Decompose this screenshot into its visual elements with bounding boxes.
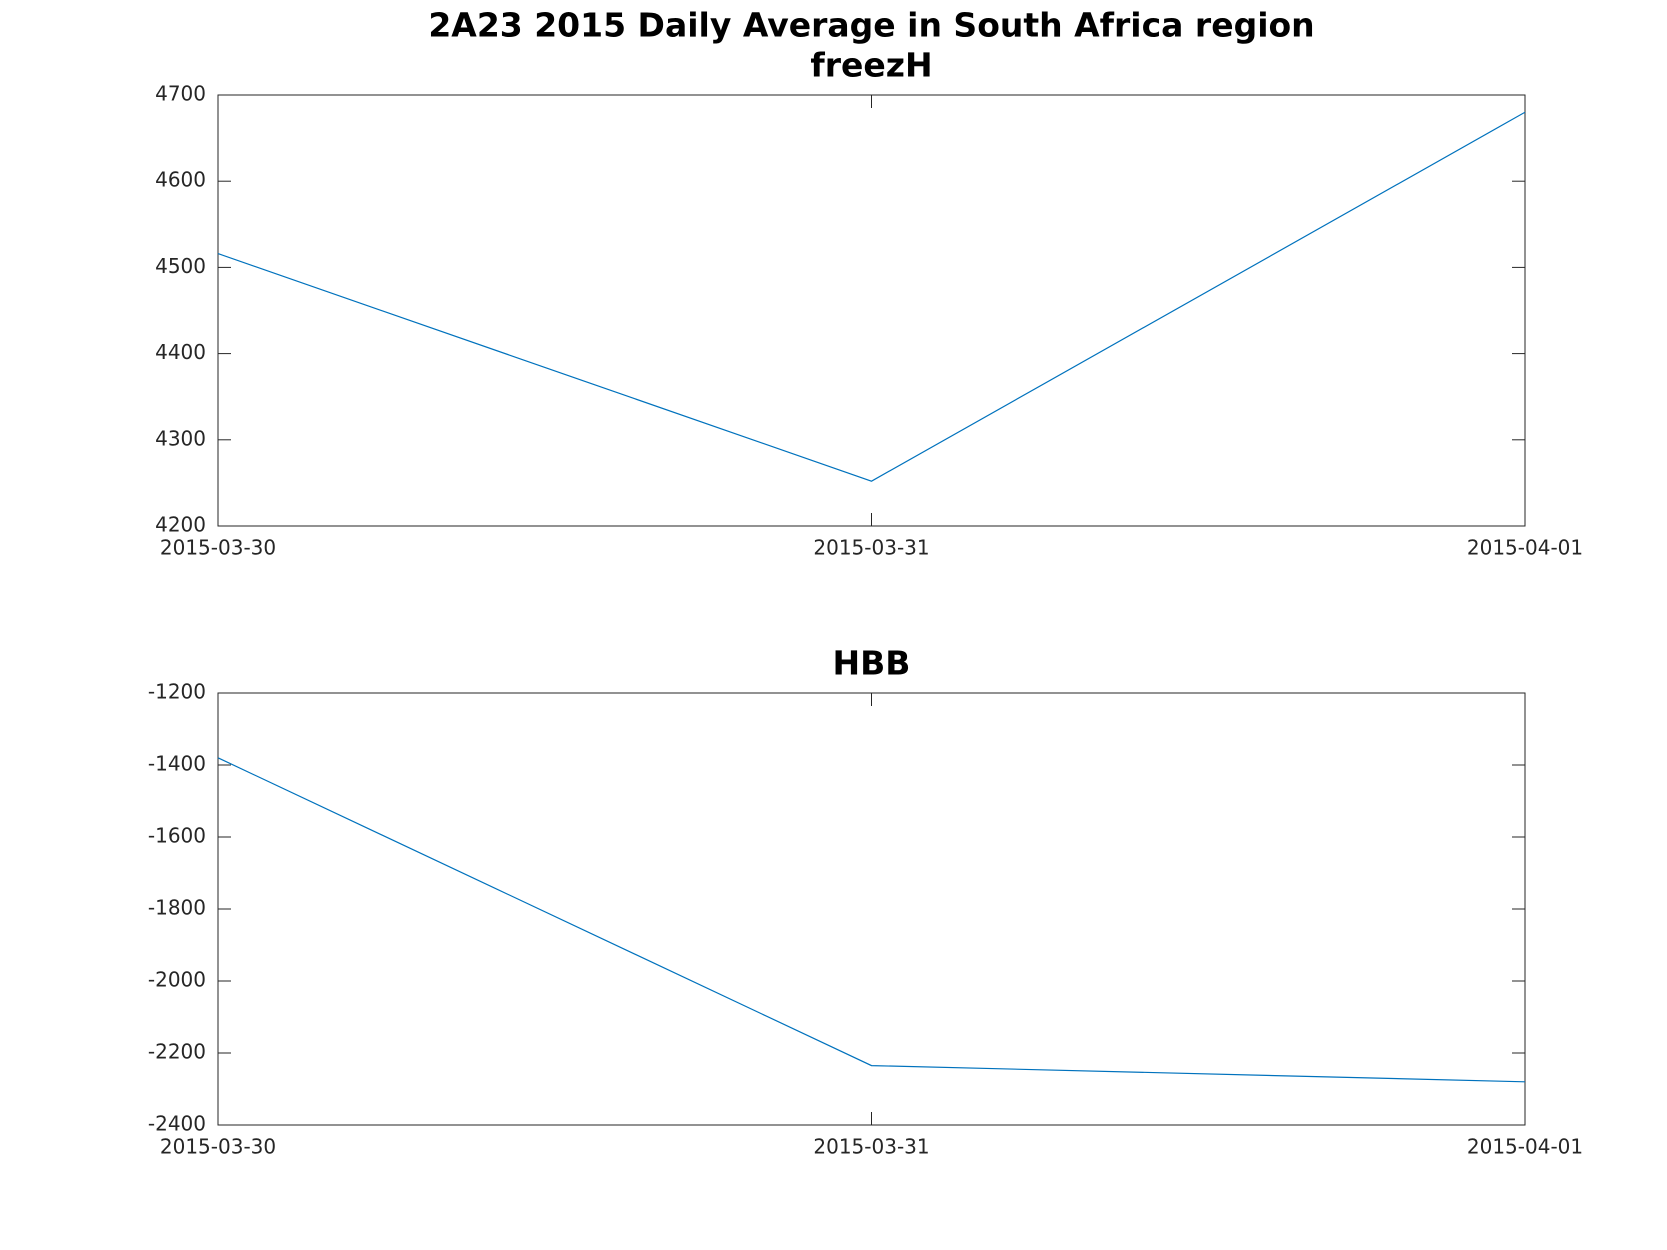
y-tick-label: -2000 [148, 968, 206, 992]
y-tick-label: -1600 [148, 824, 206, 848]
y-tick-label: -2400 [148, 1112, 206, 1136]
plot-frame [217, 94, 1526, 527]
x-tick-label: 2015-03-31 [813, 1135, 929, 1159]
data-line [217, 111, 1526, 482]
y-tick-label: 4300 [155, 426, 206, 450]
chart-title: 2A23 2015 Daily Average in South Africa … [428, 6, 1314, 45]
x-tick-label: 2015-04-01 [1467, 1135, 1583, 1159]
data-line [217, 757, 1526, 1083]
y-tick-label: -1400 [148, 752, 206, 776]
y-tick-label: 4400 [155, 340, 206, 364]
y-tick-label: 4700 [155, 82, 206, 106]
x-tick-label: 2015-03-30 [160, 536, 276, 560]
chart-subtitle: freezH [810, 46, 932, 85]
y-tick-label: 4600 [155, 168, 206, 192]
y-tick-label: -1800 [148, 896, 206, 920]
x-tick-label: 2015-04-01 [1467, 536, 1583, 560]
chart-title: HBB [833, 644, 911, 683]
y-tick-label: -1200 [148, 680, 206, 704]
y-tick-label: -2200 [148, 1040, 206, 1064]
plot-frame [217, 692, 1526, 1126]
y-tick-label: 4200 [155, 513, 206, 537]
x-tick-label: 2015-03-30 [160, 1135, 276, 1159]
y-tick-label: 4500 [155, 254, 206, 278]
x-tick-label: 2015-03-31 [813, 536, 929, 560]
